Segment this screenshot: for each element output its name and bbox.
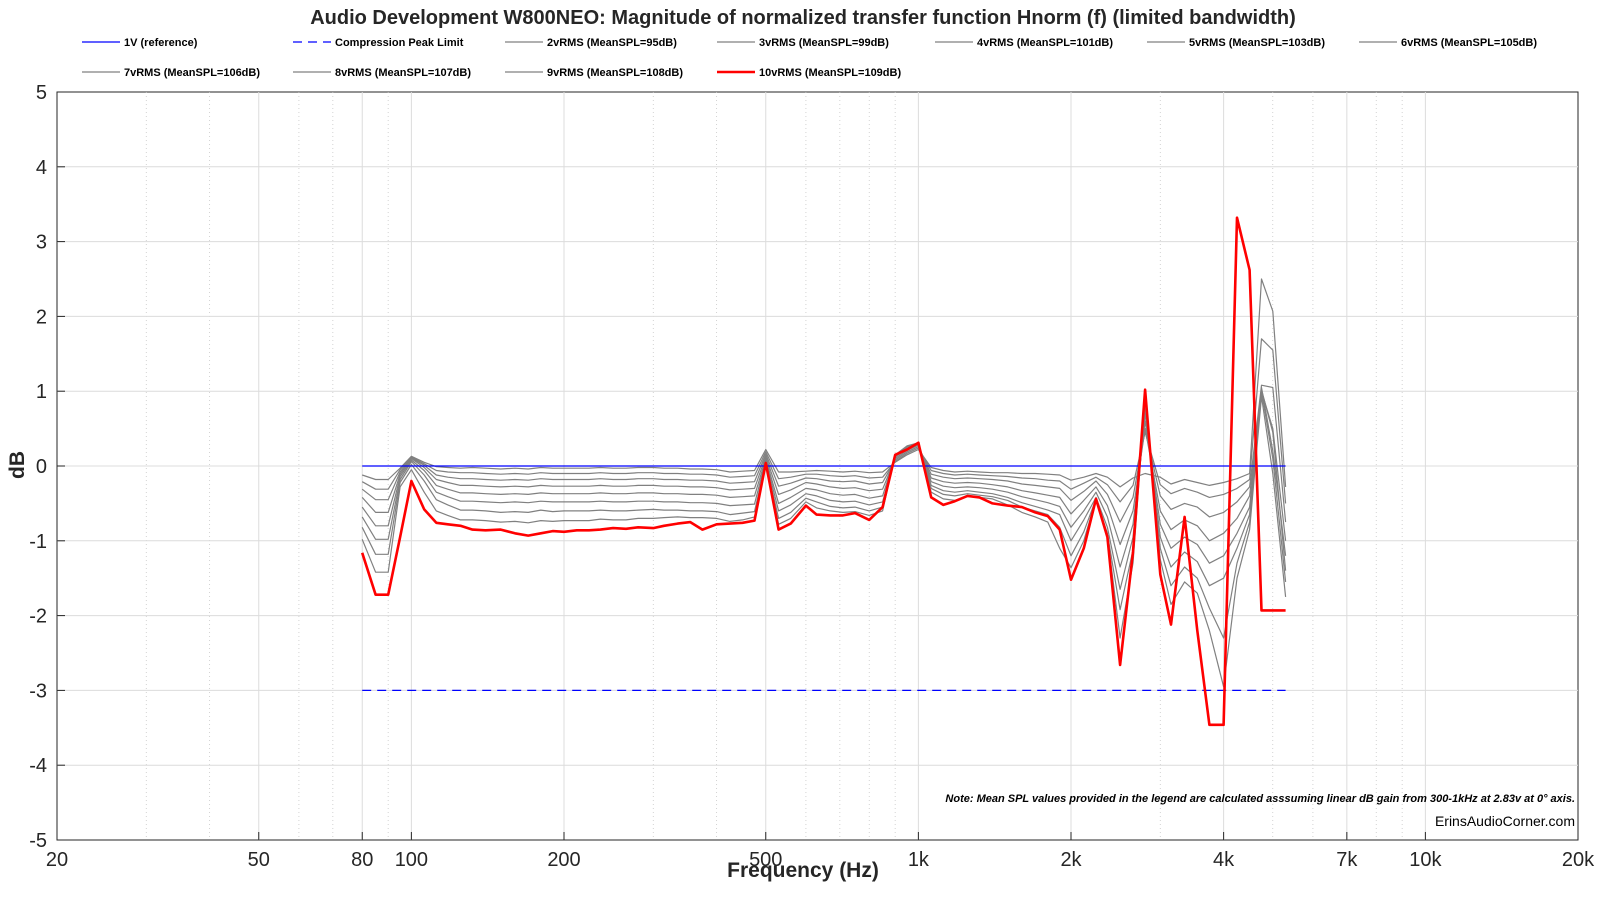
y-axis-label: dB <box>6 451 29 479</box>
legend-label: 3vRMS (MeanSPL=99dB) <box>759 37 889 49</box>
y-tick-label: -3 <box>29 680 47 702</box>
y-tick-label: 0 <box>36 456 47 478</box>
grid <box>57 92 1578 840</box>
y-tick-label: -2 <box>29 606 47 628</box>
legend-label: 10vRMS (MeanSPL=109dB) <box>759 67 901 79</box>
legend-label: Compression Peak Limit <box>335 37 464 49</box>
legend: 1V (reference) Compression Peak Limit 2vRM… <box>82 37 1537 79</box>
legend-label: 1V (reference) <box>124 37 198 49</box>
legend-label: 5vRMS (MeanSPL=103dB) <box>1189 37 1325 49</box>
y-tick-label: -1 <box>29 531 47 553</box>
series-line <box>361 389 1287 591</box>
y-tick-label: 5 <box>36 82 47 104</box>
legend-label: 6vRMS (MeanSPL=105dB) <box>1401 37 1537 49</box>
x-tick-label: 50 <box>248 849 270 871</box>
x-axis-label: Frequency (Hz) <box>727 859 879 882</box>
legend-label: 9vRMS (MeanSPL=108dB) <box>547 67 683 79</box>
x-tick-label: 20 <box>46 849 68 871</box>
legend-label: 8vRMS (MeanSPL=107dB) <box>335 67 471 79</box>
x-tick-label: 20k <box>1562 849 1595 871</box>
x-tick-label: 80 <box>351 849 373 871</box>
x-tick-label: 10k <box>1409 849 1442 871</box>
watermark: ErinsAudioCorner.com <box>1435 813 1575 829</box>
x-tick-label: 7k <box>1336 849 1358 871</box>
y-tick-label: 4 <box>36 157 47 179</box>
x-tick-label: 4k <box>1213 849 1235 871</box>
y-axis-ticks: 5 4 3 2 1 0 -1 -2 -3 -4 -5 <box>29 82 65 852</box>
series-line <box>361 386 1287 568</box>
chart-title: Audio Development W800NEO: Magnitude of … <box>310 7 1296 29</box>
series-line <box>360 216 1286 727</box>
y-tick-label: -5 <box>29 830 47 852</box>
series-line <box>362 278 1287 488</box>
series-line <box>361 390 1287 546</box>
legend-label: 2vRMS (MeanSPL=95dB) <box>547 37 677 49</box>
x-tick-label: 500 <box>749 849 782 871</box>
y-tick-label: 3 <box>36 232 47 254</box>
x-axis-ticks: 20 50 80 100 200 500 1k 2k 4k 7k 10k 20k <box>46 832 1595 871</box>
x-tick-label: 1k <box>908 849 930 871</box>
series-layer <box>360 216 1287 727</box>
x-tick-label: 100 <box>395 849 428 871</box>
y-tick-label: 1 <box>36 381 47 403</box>
x-tick-label: 2k <box>1060 849 1082 871</box>
series-line <box>361 338 1287 504</box>
x-tick-label: 200 <box>547 849 580 871</box>
y-tick-label: 2 <box>36 306 47 328</box>
chart-note: Note: Mean SPL values provided in the le… <box>945 793 1575 805</box>
legend-label: 4vRMS (MeanSPL=101dB) <box>977 37 1113 49</box>
y-tick-label: -4 <box>29 755 47 777</box>
legend-label: 7vRMS (MeanSPL=106dB) <box>124 67 260 79</box>
series-line <box>361 384 1287 523</box>
